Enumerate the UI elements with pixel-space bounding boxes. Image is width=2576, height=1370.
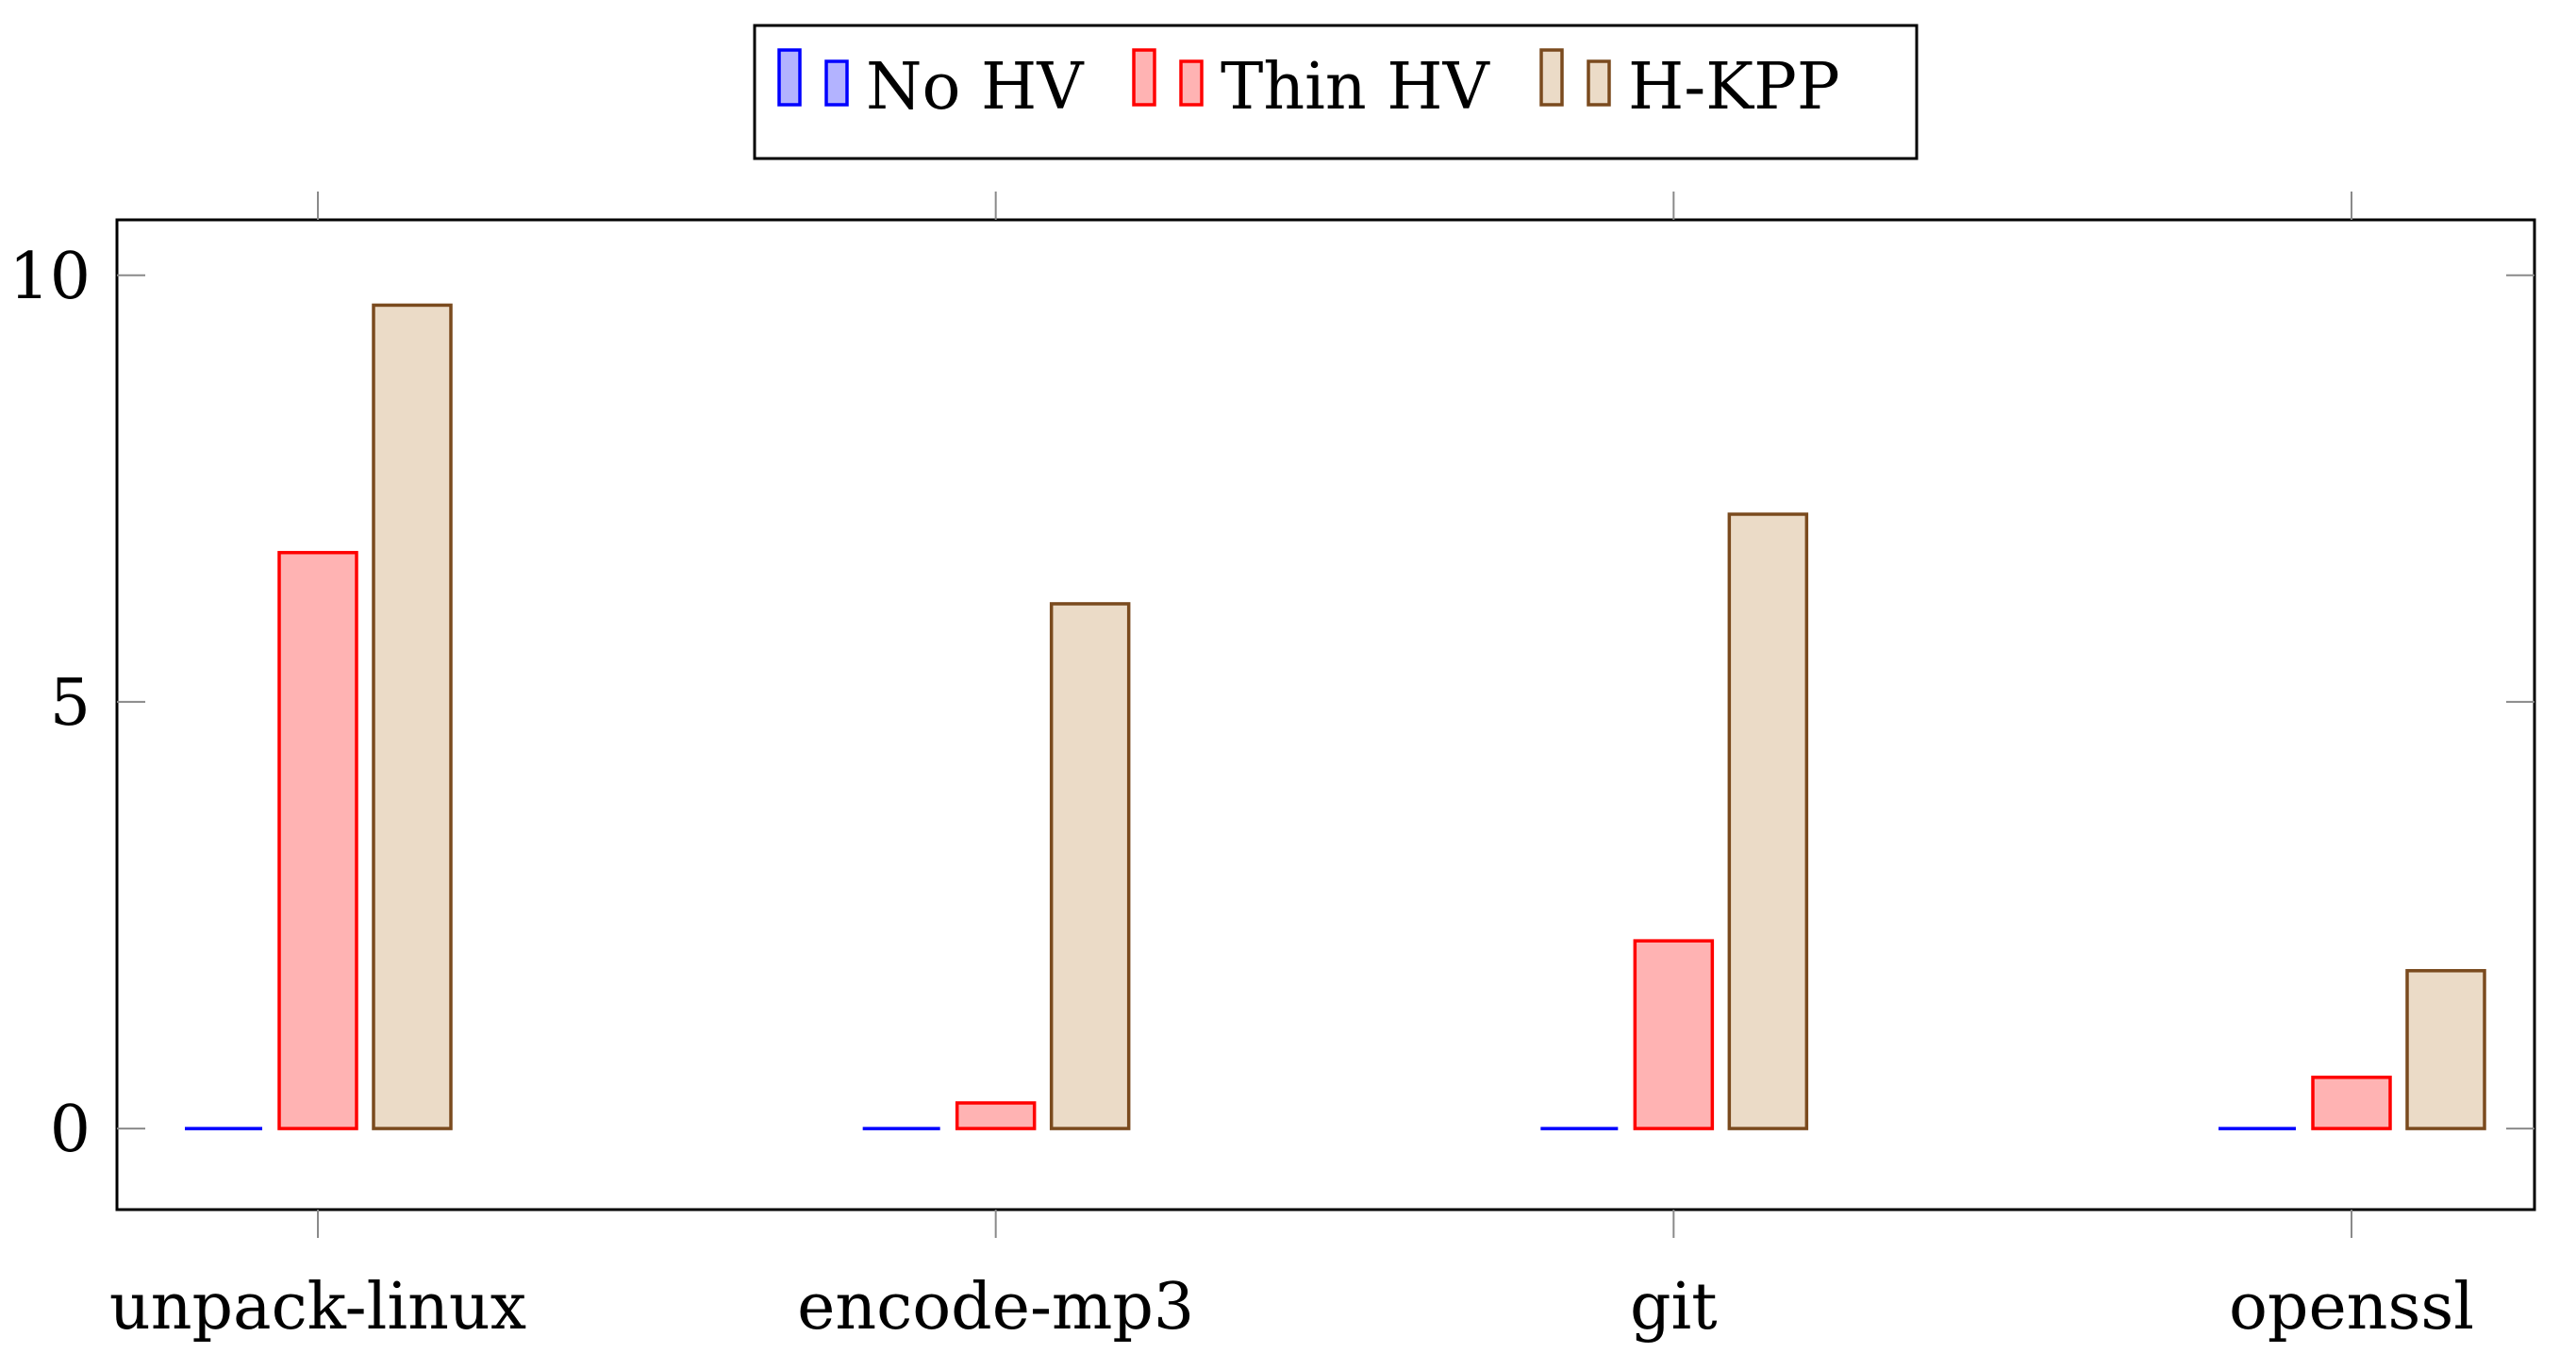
bar-thin-hv [277, 550, 358, 1130]
legend-label: H-KPP [1628, 50, 1840, 125]
legend-swatch-bar [824, 59, 849, 107]
legend-swatch-icon [777, 48, 849, 107]
x-tick-label: git [1630, 1270, 1718, 1345]
bar-h-kpp [2405, 969, 2486, 1130]
bar-thin-hv [1633, 939, 1715, 1130]
bars [185, 303, 2486, 1130]
bar-thin-hv [2311, 1076, 2392, 1130]
legend-swatch-icon [1132, 48, 1204, 107]
x-tick-label: openssl [2229, 1270, 2474, 1345]
legend-label: Thin HV [1221, 50, 1491, 125]
plot-frame [115, 218, 2536, 1211]
bar-h-kpp [372, 303, 453, 1130]
y-tick-label: 5 [50, 666, 91, 741]
legend-swatch-icon [1539, 48, 1611, 107]
legend-swatch-bar [1539, 48, 1564, 107]
y-tick-label: 10 [8, 240, 91, 314]
legend-swatch-bar [1132, 48, 1156, 107]
y-tick-label: 0 [50, 1093, 91, 1167]
bar-h-kpp [1727, 512, 1809, 1130]
bar-thin-hv [955, 1101, 1037, 1130]
legend-swatch-bar [1587, 59, 1611, 107]
legend-box [753, 24, 1919, 160]
x-tick-label: unpack-linux [109, 1270, 526, 1345]
legend-swatch-bar [1179, 59, 1204, 107]
axes [115, 192, 2536, 1238]
legend: No HV Thin HV H-KPP [753, 24, 1919, 160]
legend-swatch-bar [777, 48, 802, 107]
x-tick-label: encode-mp3 [797, 1270, 1194, 1345]
tick-labels: unpack-linux encode-mp3 git openssl 0 5 10 [8, 240, 2474, 1345]
legend-label: No HV [866, 50, 1085, 125]
bar-h-kpp [1049, 602, 1131, 1130]
